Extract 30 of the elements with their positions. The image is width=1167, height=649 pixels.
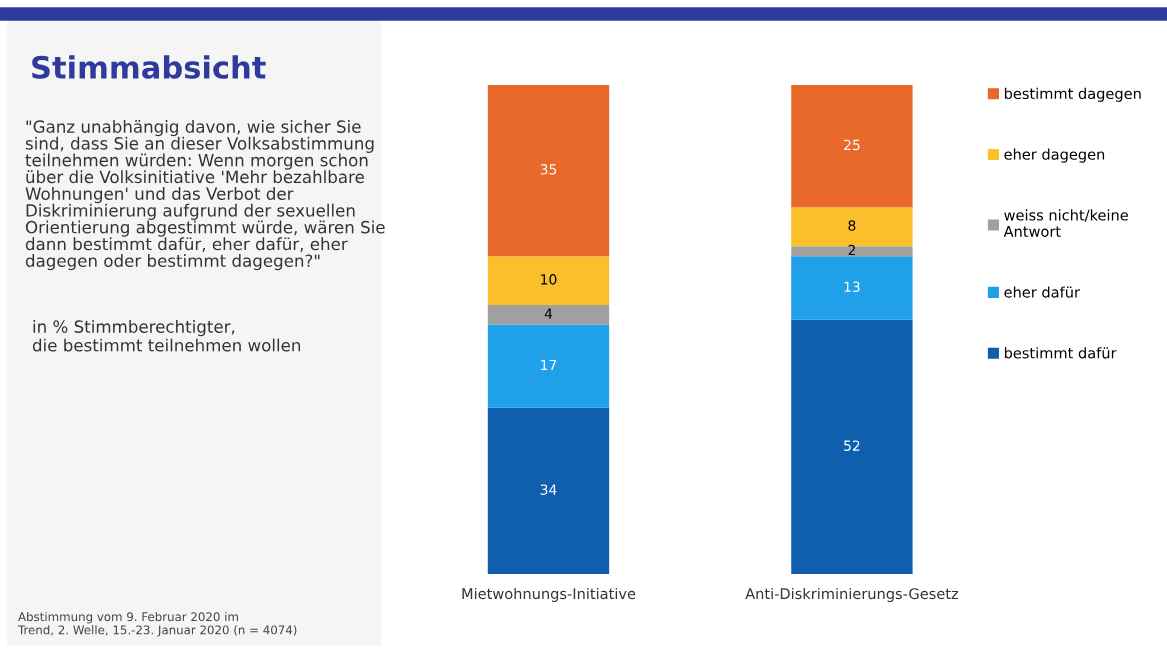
legend-label: eher dagegen	[1004, 148, 1105, 163]
legend-label: bestimmt dagegen	[1004, 87, 1141, 102]
bar	[791, 256, 913, 320]
text: in % Stimmberechtigter, die bestimmt teilnehmen wollen	[32, 320, 301, 352]
data-label: 35	[540, 164, 557, 175]
text: Abstimmung vom 9. Februar 2020 im Trend, 2. Welle, 15.-23. Januar 2020 (n = 4074)	[17, 612, 297, 637]
data-label: 4	[544, 308, 553, 319]
data-label: 17	[541, 359, 557, 371]
bar	[791, 85, 913, 208]
bar	[487, 324, 610, 408]
x-tick-label: Anti-Diskriminierungs-Gesetz	[745, 587, 959, 602]
bar	[791, 319, 913, 574]
text: "Ganz unabhängig davon, wie sicher Sie sind, dass Sie an dieser Volksabstimmung teilnehmen würden: Wenn morgen schon über die Volksinitiative 'Mehr bezahlbare Wohnungen' und das Verbot der Diskriminierung aufgrund der sexuellen Orientierung abgestimmt würde, wären Sie dann bestimmt dafür, eher dafür, eher dagegen oder bestimmt dagegen?"	[25, 120, 385, 271]
data-label: 10	[541, 274, 557, 285]
text: Stimmabsicht	[32, 55, 266, 79]
bar	[487, 85, 610, 257]
bar	[791, 246, 913, 257]
data-label: 34	[540, 484, 557, 495]
data-label: 2	[848, 244, 855, 256]
legend-label: eher dafür	[1004, 286, 1080, 298]
data-label: 25	[844, 139, 860, 151]
legend-label: bestimmt dafür	[1004, 347, 1117, 359]
bar	[487, 256, 610, 306]
x-tick-label: Mietwohnungs-Initiative	[462, 587, 636, 602]
bar	[487, 407, 610, 574]
data-label: 52	[844, 440, 860, 451]
data-label: 13	[844, 281, 860, 292]
bar	[487, 305, 610, 325]
legend-label: weiss nicht/keine Antwort	[1003, 209, 1128, 237]
data-label: 8	[848, 220, 856, 231]
